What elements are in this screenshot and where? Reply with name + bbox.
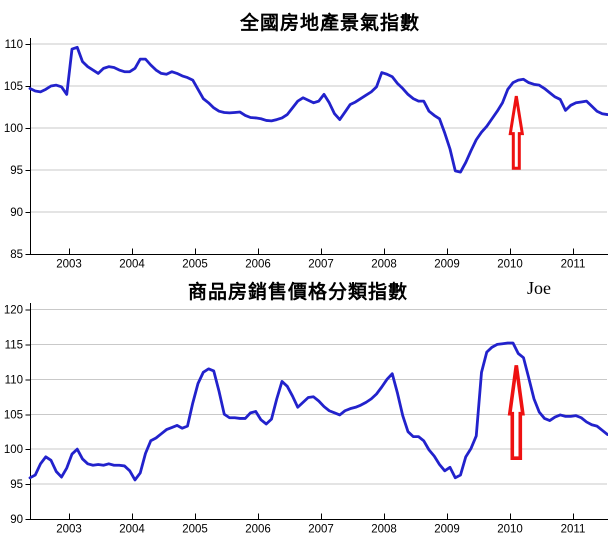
y-tick-label: 115 [5,339,23,351]
y-tick-label: 110 [5,39,23,51]
x-tick-label: 2005 [182,524,208,536]
y-tick-label: 100 [4,123,23,135]
x-tick-label: 2009 [434,524,460,536]
x-tick-label: 2004 [119,259,145,271]
x-tick-label: 2010 [497,259,523,271]
x-tick-label: 2006 [245,259,271,271]
x-tick-label: 2009 [434,259,460,271]
x-tick-label: 2005 [182,259,208,271]
x-tick-label: 2004 [119,524,145,536]
chart1-title: 全國房地產景氣指數 [239,13,420,34]
x-tick-label: 2010 [497,524,523,536]
series-line [28,341,608,482]
y-tick-label: 95 [10,165,23,177]
y-tick-label: 105 [4,81,23,93]
x-tick-label: 2007 [308,524,334,536]
x-tick-label: 2008 [371,259,397,271]
x-tick-label: 2003 [56,524,82,536]
up-arrow-annotation [507,365,525,461]
y-tick-label: 100 [4,444,23,456]
up-arrow-annotation [508,95,525,170]
x-tick-label: 2011 [561,259,586,271]
x-tick-label: 2003 [56,259,82,271]
series-line [28,45,608,174]
chart-1: 85 90 95 100 105 110 2003 2004 2005 2006 2007 2008 2… [4,38,608,271]
x-tick-label: 2006 [245,524,271,536]
y-tick-label: 85 [10,249,23,261]
chart-2: 90 95 100 105 110 115 120 2003 2004 2005 2006 2007 2… [4,303,608,536]
x-tick-label: 2011 [561,524,586,536]
y-tick-label: 110 [5,374,23,386]
y-tick-label: 120 [4,305,23,317]
chart2-title: 商品房銷售價格分類指數 [187,282,408,303]
x-tick-label: 2007 [308,259,334,271]
y-tick-label: 105 [4,409,23,421]
y-tick-label: 90 [10,514,23,526]
x-tick-label: 2008 [371,524,397,536]
y-tick-label: 95 [10,479,23,491]
y-tick-label: 90 [10,207,23,219]
credit-signature: Joe [527,278,551,298]
